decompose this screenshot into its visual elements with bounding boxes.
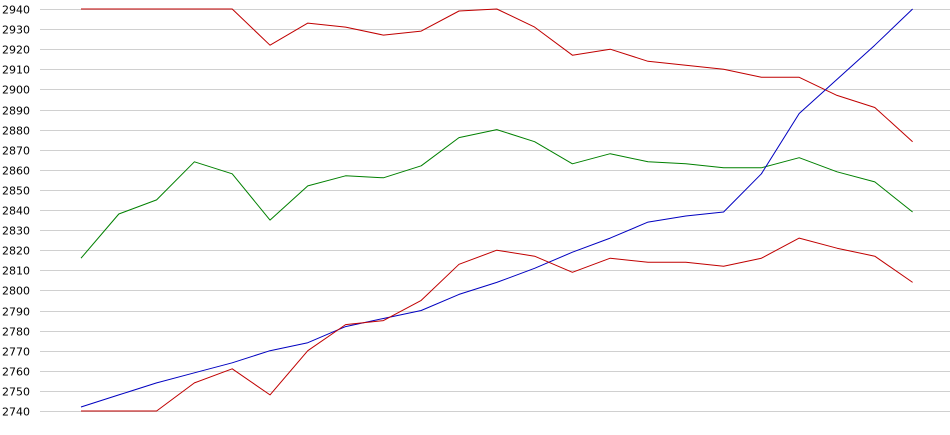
data-series xyxy=(80,8,913,412)
y-tick-label: 2840 xyxy=(2,205,30,218)
y-tick-label: 2920 xyxy=(2,44,30,57)
y-axis-tick-labels: 2740 2750 2760 2770 2780 2790 2800 2810 2820 2830… xyxy=(2,4,30,419)
y-tick-label: 2740 xyxy=(2,406,30,419)
y-tick-label: 2790 xyxy=(2,306,30,319)
gridlines xyxy=(40,9,950,412)
y-tick-label: 2780 xyxy=(2,326,30,339)
y-tick-label: 2800 xyxy=(2,285,30,298)
y-tick-label: 2910 xyxy=(2,64,30,77)
series-line-2 xyxy=(80,129,913,259)
y-tick-label: 2930 xyxy=(2,24,30,37)
y-tick-label: 2900 xyxy=(2,84,30,97)
series-line-1 xyxy=(81,8,913,143)
series-line-3 xyxy=(80,8,913,408)
y-tick-label: 2880 xyxy=(2,125,30,138)
y-tick-label: 2870 xyxy=(2,145,30,158)
y-tick-label: 2760 xyxy=(2,366,30,379)
y-tick-label: 2860 xyxy=(2,165,30,178)
y-tick-label: 2770 xyxy=(2,346,30,359)
y-tick-label: 2850 xyxy=(2,185,30,198)
series-line-4 xyxy=(81,237,913,412)
y-tick-label: 2810 xyxy=(2,265,30,278)
y-tick-label: 2890 xyxy=(2,105,30,118)
y-tick-label: 2830 xyxy=(2,225,30,238)
y-tick-label: 2750 xyxy=(2,386,30,399)
y-tick-label: 2940 xyxy=(2,4,30,17)
y-tick-label: 2820 xyxy=(2,245,30,258)
